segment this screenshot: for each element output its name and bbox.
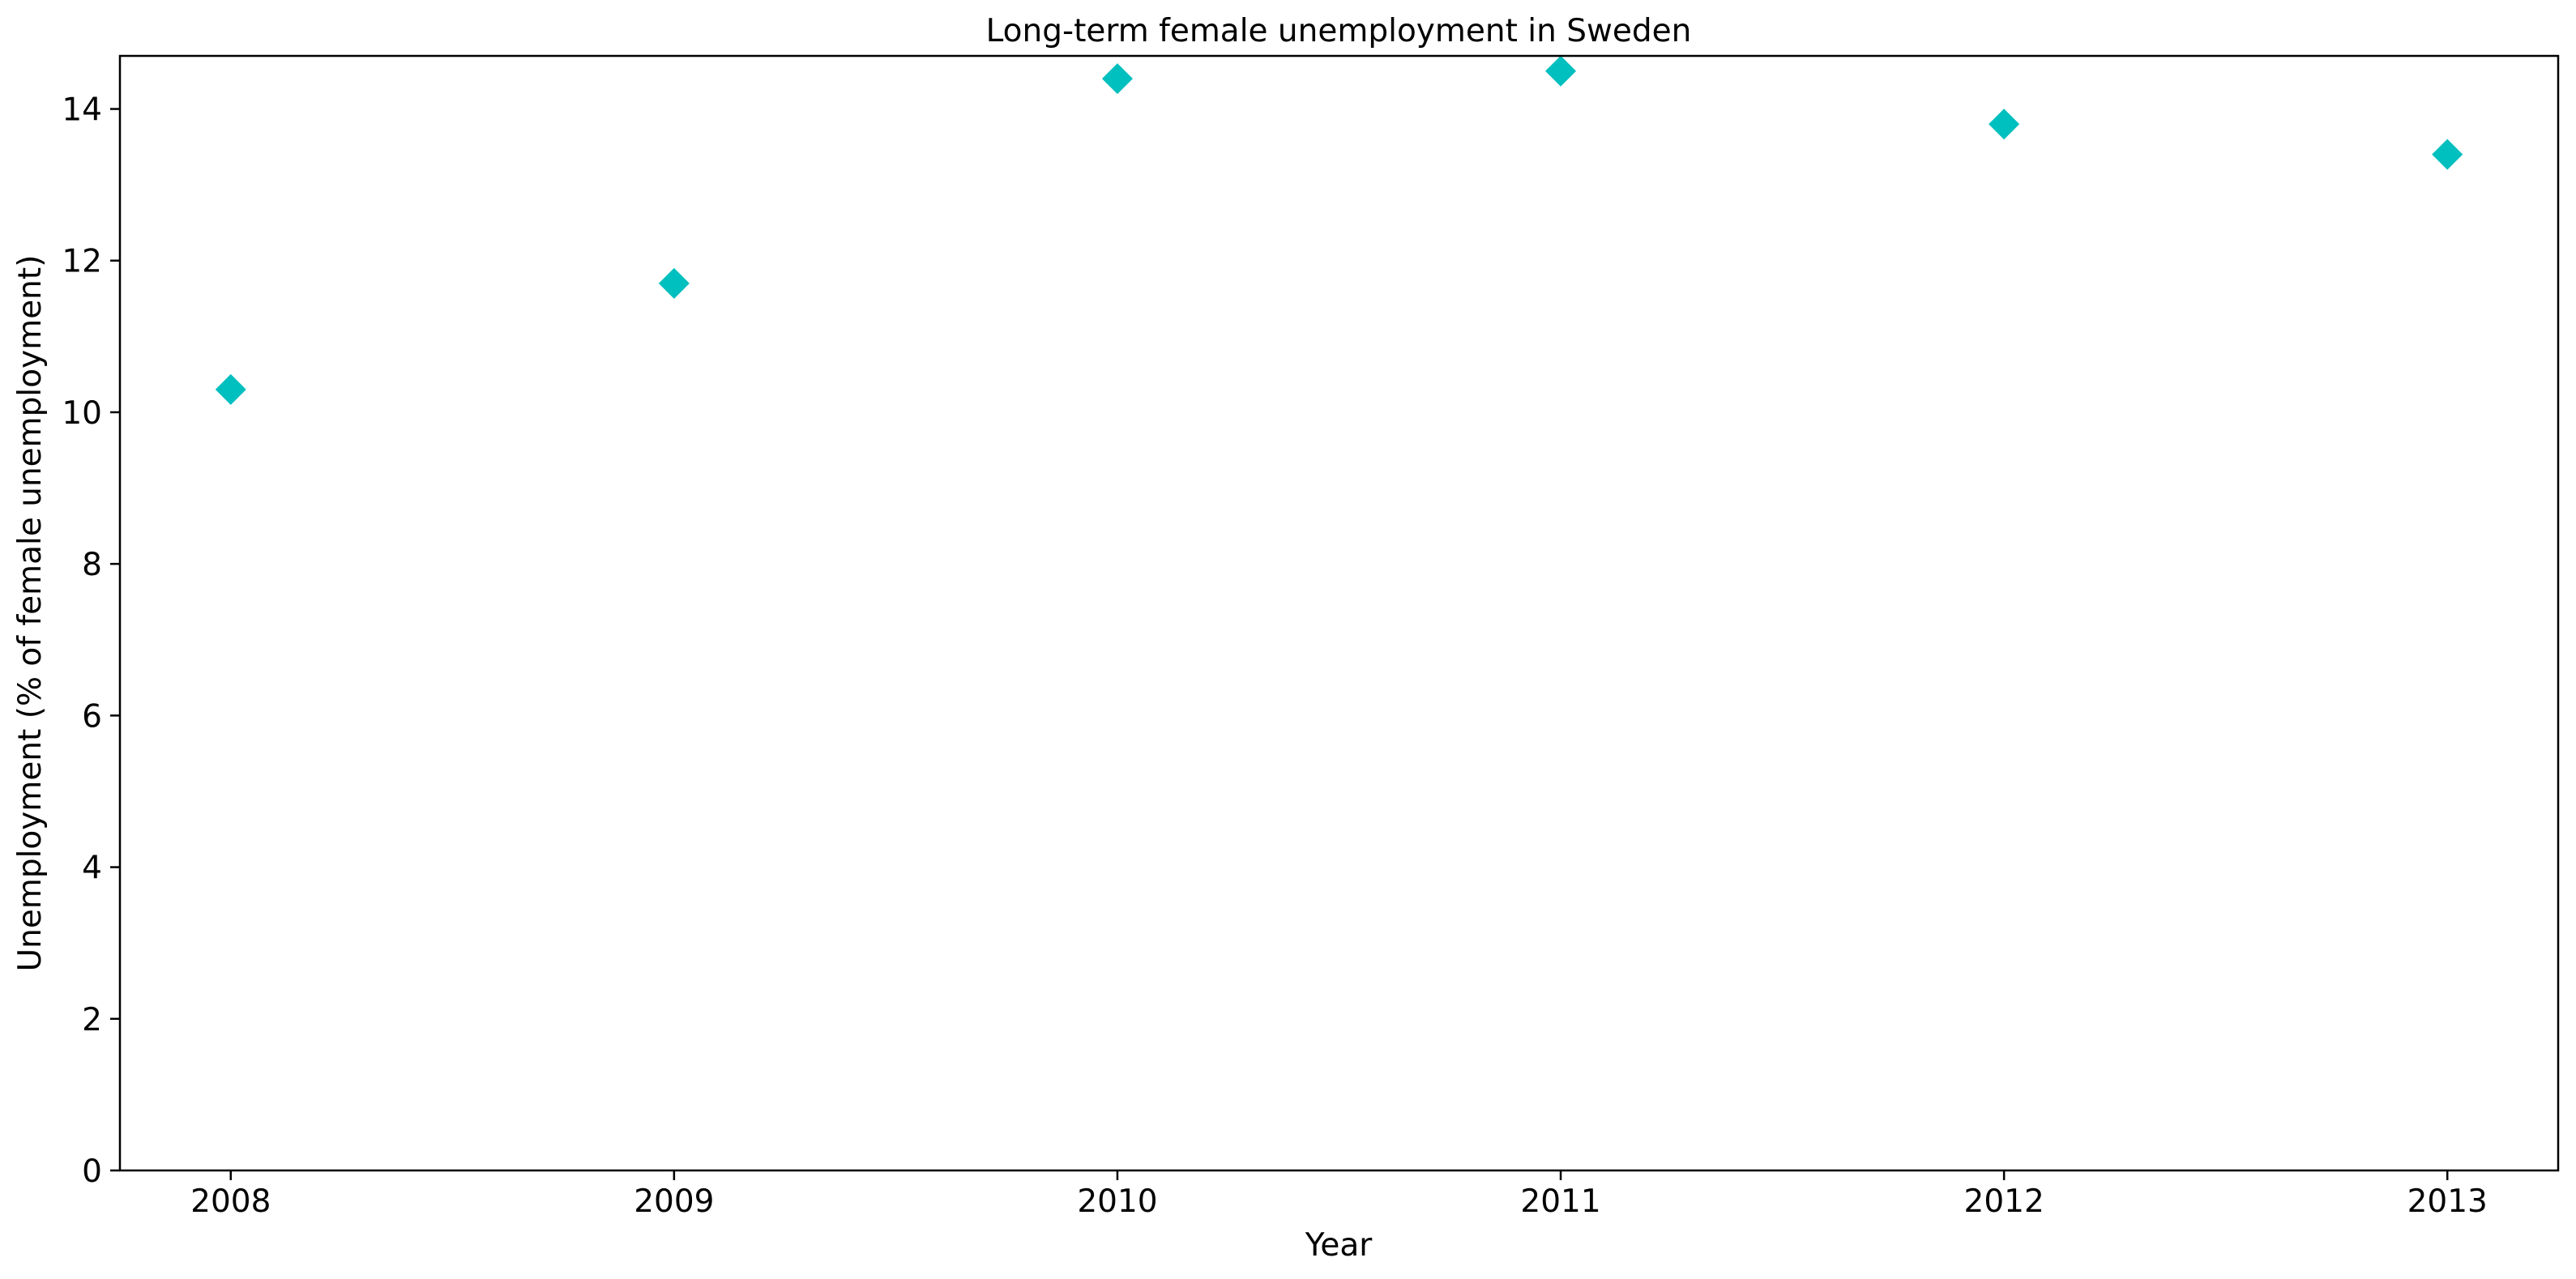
y-tick-label: 0 [82, 1153, 102, 1190]
y-tick-label: 4 [82, 851, 102, 887]
data-point-2011 [1545, 55, 1577, 87]
x-axis-label: Year [1305, 1227, 1373, 1264]
x-tick-label: 2010 [1077, 1183, 1157, 1220]
y-tick-label: 6 [82, 698, 102, 735]
y-tick-label: 12 [62, 244, 102, 280]
data-points [215, 55, 2463, 405]
x-tick-label: 2011 [1520, 1183, 1600, 1220]
x-tick-label: 2009 [634, 1183, 714, 1220]
x-tick-label: 2008 [190, 1183, 271, 1220]
data-point-2009 [658, 267, 690, 299]
x-tick-label: 2012 [1964, 1183, 2044, 1220]
data-point-2013 [2432, 139, 2463, 170]
data-point-2008 [215, 373, 246, 405]
x-axis-ticks: 2008 2009 2010 2011 2012 2013 [190, 1170, 2488, 1220]
data-point-2010 [1101, 63, 1133, 95]
y-axis-label: Unemployment (% of female unemployment) [12, 255, 49, 972]
x-tick-label: 2013 [2407, 1183, 2488, 1220]
y-tick-label: 10 [62, 395, 102, 432]
y-tick-label: 14 [62, 92, 102, 129]
plot-frame [118, 54, 2560, 1172]
y-axis-ticks: 0 2 4 6 8 10 12 14 [62, 92, 120, 1190]
y-tick-label: 8 [82, 547, 102, 583]
chart-title: Long-term female unemployment in Sweden [986, 13, 1692, 49]
data-point-2012 [1989, 109, 2020, 140]
y-tick-label: 2 [82, 1002, 102, 1038]
